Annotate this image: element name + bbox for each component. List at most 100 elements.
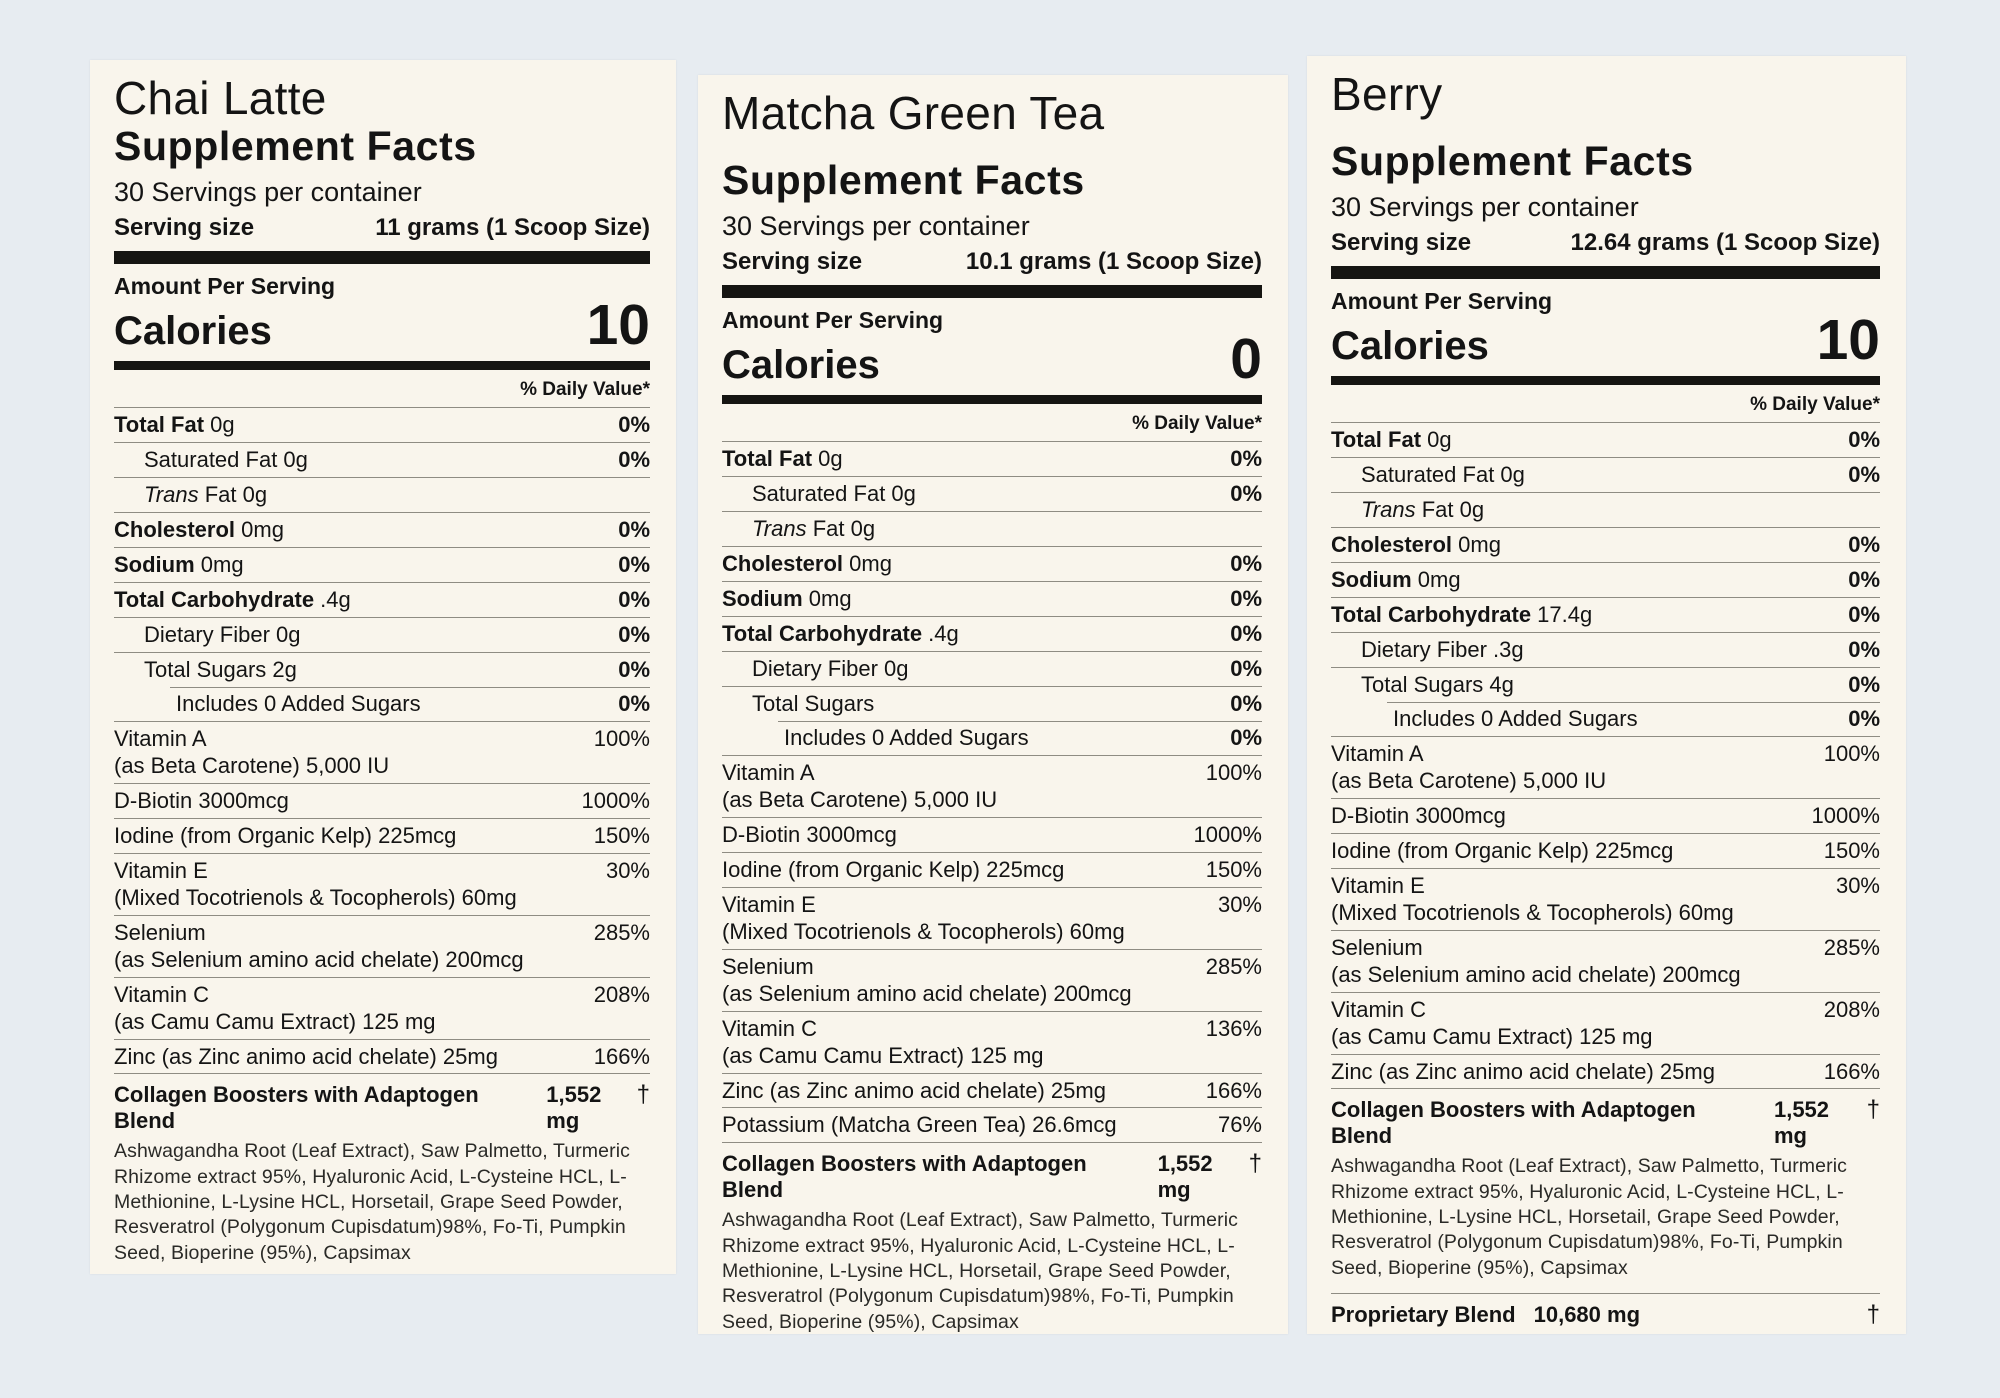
nutrient-row: D-Biotin 3000mcg 1000% — [1331, 797, 1880, 833]
nutrient-row: Selenium 285% (as Selenium amino acid chel… — [1331, 929, 1880, 992]
medium-divider — [1331, 376, 1880, 386]
nutrient-row: Total Sugars 0% — [722, 686, 1262, 721]
nutrient-row: Vitamin E 30% (Mixed Tocotrienols & Tocoph… — [722, 886, 1262, 949]
nutrient-rows: Total Fat 0g 0% Saturated Fat 0g 0% Trans Fa… — [114, 407, 650, 1073]
product-name: Chai Latte — [114, 72, 327, 124]
nutrient-name: Selenium — [722, 953, 814, 979]
serving-size-label: Serving size — [1331, 229, 1472, 257]
nutrient-row: Iodine (from Organic Kelp) 225mcg 150% — [1331, 832, 1880, 868]
nutrient-name: Cholesterol 0mg — [1331, 532, 1501, 558]
nutrient-name-line2: (as Camu Camu Extract) 125 mg — [114, 1008, 436, 1034]
thick-divider — [722, 285, 1262, 299]
nutrient-name: Vitamin E — [722, 891, 816, 917]
nutrient-daily-value: 1000% — [1811, 802, 1880, 828]
servings-per-container: 30 Servings per container — [722, 211, 1030, 242]
nutrient-name-line2: (as Camu Camu Extract) 125 mg — [722, 1042, 1044, 1068]
nutrient-row: Vitamin A 100% (as Beta Carotene) 5,000 IU — [114, 720, 650, 783]
nutrient-daily-value: 208% — [1823, 996, 1880, 1022]
nutrient-name: Vitamin A — [114, 725, 207, 751]
nutrient-daily-value: 166% — [1205, 1077, 1262, 1103]
amount-per-serving-label: Amount Per Serving — [114, 273, 336, 300]
calories-label: Calories — [1331, 324, 1489, 369]
nutrient-daily-value: 0% — [618, 587, 650, 613]
nutrient-name: Sodium 0mg — [114, 552, 244, 578]
nutrient-name: D-Biotin 3000mcg — [1331, 802, 1506, 828]
nutrient-daily-value: 150% — [1823, 837, 1880, 863]
thick-divider — [1331, 266, 1880, 280]
nutrient-row: Vitamin C 136% (as Camu Camu Extract) 125 … — [722, 1010, 1262, 1073]
nutrient-name: Selenium — [114, 919, 206, 945]
nutrient-daily-value: 30% — [1835, 872, 1880, 898]
nutrient-name: Zinc (as Zinc animo acid chelate) 25mg — [722, 1077, 1106, 1103]
nutrient-daily-value: 0% — [1230, 446, 1262, 472]
nutrient-name: Iodine (from Organic Kelp) 225mcg — [1331, 837, 1674, 863]
nutrient-rows: Total Fat 0g 0% Saturated Fat 0g 0% Trans Fa… — [722, 441, 1262, 1142]
calories-label: Calories — [114, 309, 272, 354]
amount-per-serving-label: Amount Per Serving — [722, 307, 944, 334]
nutrient-row: D-Biotin 3000mcg 1000% — [722, 816, 1262, 852]
nutrient-name: Vitamin A — [1331, 740, 1424, 766]
nutrient-daily-value: 136% — [1205, 1015, 1262, 1041]
nutrient-name: Vitamin C — [1331, 996, 1426, 1022]
blend-ingredients: Ashwagandha Root (Leaf Extract), Saw Pal… — [722, 1209, 1238, 1333]
nutrient-daily-value: 0% — [1848, 462, 1880, 488]
nutrient-name: Vitamin E — [1331, 872, 1425, 898]
blend-name: Collagen Boosters with Adaptogen Blend — [722, 1151, 1087, 1203]
calories-value: 0 — [1230, 327, 1262, 392]
supplement-label-matcha-green-tea: Matcha Green Tea Supplement Facts 30 Ser… — [698, 75, 1288, 1334]
nutrient-daily-value: 0% — [1848, 672, 1880, 698]
nutrient-row: Includes 0 Added Sugars 0% — [722, 721, 1262, 755]
nutrient-name: Potassium (Matcha Green Tea) 26.6mcg — [722, 1112, 1117, 1138]
nutrient-name: Saturated Fat 0g — [1361, 462, 1525, 488]
nutrient-row: Total Fat 0g 0% — [1331, 422, 1880, 457]
nutrient-row: Vitamin E 30% (Mixed Tocotrienols & Tocoph… — [114, 852, 650, 915]
dagger-symbol: † — [1866, 1301, 1880, 1329]
nutrient-row: Sodium 0mg 0% — [1331, 562, 1880, 597]
blend-amount: 1,552 mg — [1157, 1151, 1213, 1203]
nutrient-row: Total Fat 0g 0% — [114, 407, 650, 442]
nutrient-name: Iodine (from Organic Kelp) 225mcg — [722, 856, 1065, 882]
nutrient-name: Sodium 0mg — [722, 586, 852, 612]
nutrient-name-line2: (Mixed Tocotrienols & Tocopherols) 60mg — [114, 884, 517, 910]
nutrient-name-line2: (Mixed Tocotrienols & Tocopherols) 60mg — [1331, 899, 1734, 925]
servings-per-container: 30 Servings per container — [114, 177, 422, 208]
nutrient-row: Sodium 0mg 0% — [722, 581, 1262, 616]
nutrient-daily-value: 0% — [1230, 621, 1262, 647]
nutrient-row: Total Fat 0g 0% — [722, 441, 1262, 476]
nutrient-daily-value: 100% — [1205, 759, 1262, 785]
nutrient-name-line2: (as Beta Carotene) 5,000 IU — [114, 752, 390, 778]
servings-per-container: 30 Servings per container — [1331, 192, 1639, 223]
serving-size-row: Serving size 10.1 grams (1 Scoop Size) — [722, 248, 1262, 285]
blend-name: Collagen Boosters with Adaptogen Blend — [114, 1082, 479, 1134]
supplement-facts-title: Supplement Facts — [722, 157, 1085, 204]
nutrient-row: Vitamin A 100% (as Beta Carotene) 5,000 IU — [722, 754, 1262, 817]
calories-row: Calories 0 — [722, 327, 1262, 392]
nutrient-daily-value: 0% — [618, 412, 650, 438]
medium-divider — [114, 361, 650, 371]
blend-sections: Collagen Boosters with Adaptogen Blend 1,… — [722, 1142, 1262, 1334]
nutrient-name: Total Sugars 2g — [144, 657, 297, 683]
serving-size-label: Serving size — [722, 248, 863, 276]
blend-header: Proprietary Blend 10,680 mg † — [1331, 1294, 1880, 1331]
daily-value-header: % Daily Value* — [1750, 394, 1880, 416]
blend-ingredients: Ashwagandha Root (Leaf Extract), Saw Pal… — [114, 1140, 630, 1264]
nutrient-name-line2: (as Selenium amino acid chelate) 200mcg — [722, 980, 1132, 1006]
nutrient-row: Zinc (as Zinc animo acid chelate) 25mg 16… — [114, 1038, 650, 1074]
nutrient-row: Cholesterol 0mg 0% — [114, 512, 650, 547]
daily-value-header: % Daily Value* — [1132, 413, 1262, 435]
nutrient-rows: Total Fat 0g 0% Saturated Fat 0g 0% Trans Fa… — [1331, 422, 1880, 1088]
medium-divider — [722, 395, 1262, 405]
supplement-facts-title: Supplement Facts — [114, 123, 477, 170]
nutrient-daily-value: 0% — [618, 447, 650, 473]
nutrient-daily-value: 0% — [1848, 637, 1880, 663]
nutrient-name-line2: (as Selenium amino acid chelate) 200mcg — [114, 946, 524, 972]
nutrient-row: Zinc (as Zinc animo acid chelate) 25mg 16… — [1331, 1053, 1880, 1089]
nutrient-row: Cholesterol 0mg 0% — [1331, 527, 1880, 562]
serving-size-value: 10.1 grams (1 Scoop Size) — [965, 248, 1262, 276]
nutrient-daily-value: 76% — [1217, 1112, 1262, 1138]
nutrient-row: Total Sugars 4g 0% — [1331, 667, 1880, 702]
nutrient-name: Vitamin E — [114, 857, 208, 883]
blend-section: Collagen Boosters with Adaptogen Blend 1,… — [722, 1143, 1262, 1334]
nutrient-daily-value: 0% — [1230, 551, 1262, 577]
nutrient-name: Iodine (from Organic Kelp) 225mcg — [114, 822, 457, 848]
